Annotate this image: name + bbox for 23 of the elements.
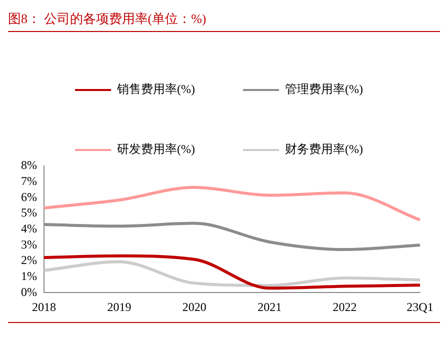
x-tick-label: 2022 bbox=[332, 300, 357, 314]
line-series bbox=[42, 186, 422, 222]
chart-title: 图8： 公司的各项费用率(单位：%) bbox=[8, 8, 440, 32]
legend-label: 管理费用率(%) bbox=[285, 82, 363, 96]
x-tick-label: 2020 bbox=[182, 300, 206, 314]
y-tick-label: 2% bbox=[20, 253, 37, 268]
legend-label: 研发费用率(%) bbox=[117, 142, 196, 156]
y-tick-label: 7% bbox=[20, 174, 37, 188]
line-series bbox=[42, 260, 422, 287]
y-tick-label: 4% bbox=[20, 221, 37, 236]
y-tick-label: 1% bbox=[20, 268, 37, 283]
y-tick-label: 0% bbox=[20, 284, 37, 299]
y-tick-label: 6% bbox=[20, 190, 37, 204]
legend-label: 财务费用率(%) bbox=[285, 142, 363, 156]
y-tick-label: 8% bbox=[20, 158, 37, 172]
x-tick-label: 23Q1 bbox=[406, 300, 434, 314]
x-tick-label: 2019 bbox=[107, 300, 132, 314]
legend-label: 销售费用率(%) bbox=[116, 82, 196, 96]
x-tick-label: 2018 bbox=[32, 300, 56, 314]
y-tick-label: 3% bbox=[20, 237, 37, 252]
x-tick-label: 2021 bbox=[258, 300, 282, 314]
line-series bbox=[42, 254, 422, 290]
y-tick-label: 5% bbox=[20, 206, 37, 220]
